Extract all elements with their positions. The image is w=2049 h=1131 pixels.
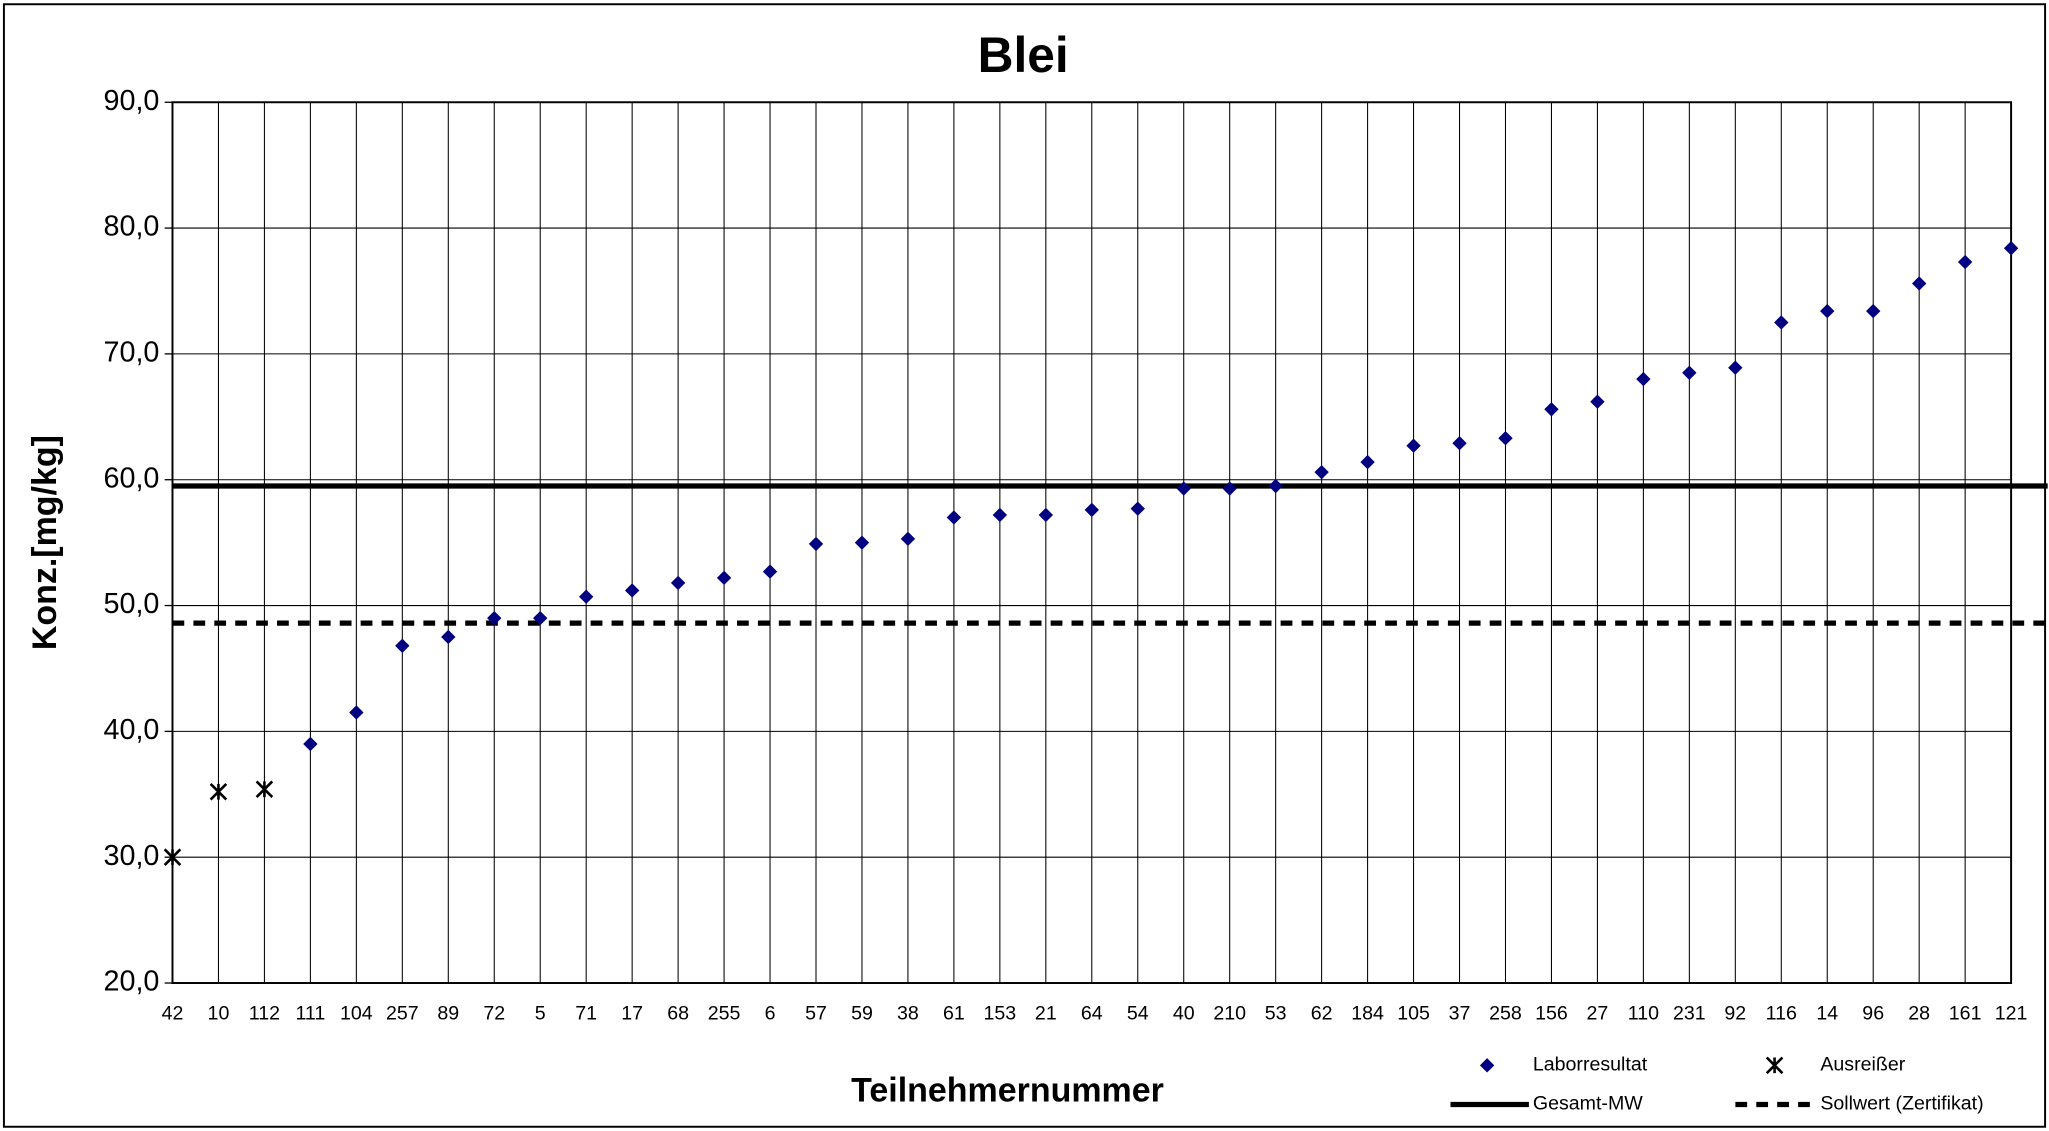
y-tick-label: 60,0 <box>103 462 159 494</box>
point <box>1728 360 1743 375</box>
point <box>1498 431 1513 446</box>
x-tick-label: 210 <box>1213 1003 1246 1025</box>
x-tick-label: 57 <box>805 1003 827 1025</box>
x-tick-label: 231 <box>1673 1003 1706 1025</box>
point <box>854 535 870 550</box>
x-tick-label: 72 <box>483 1003 505 1025</box>
point <box>1084 502 1099 518</box>
point <box>1222 481 1237 496</box>
point <box>1774 315 1789 330</box>
x-tick-label: 161 <box>1949 1003 1982 1025</box>
x-tick-label: 255 <box>708 1003 741 1025</box>
point <box>1682 365 1697 380</box>
y-tick-label: 30,0 <box>103 840 159 872</box>
x-tick-label: 10 <box>208 1003 230 1025</box>
x-tick-label: 40 <box>1173 1003 1195 1025</box>
x-axis-label: Teilnehmernummer <box>851 1072 1164 1110</box>
point <box>808 536 824 552</box>
point <box>1268 478 1283 494</box>
x-tick-label: 96 <box>1862 1003 1884 1025</box>
point <box>1406 438 1421 453</box>
point <box>1820 303 1835 319</box>
x-tick-label: 28 <box>1908 1003 1930 1025</box>
point <box>1866 303 1881 319</box>
point <box>1176 481 1191 496</box>
point <box>487 610 502 626</box>
legend-marker <box>1479 1058 1495 1073</box>
point <box>992 507 1008 523</box>
x-tick-label: 112 <box>249 1003 280 1025</box>
legend-label: Sollwert (Zertifikat) <box>1820 1093 1983 1115</box>
legend-marker <box>1765 1056 1784 1075</box>
x-tick-label: 62 <box>1311 1003 1333 1025</box>
point <box>1452 436 1467 451</box>
x-tick-label: 54 <box>1127 1003 1149 1025</box>
point <box>1911 276 1927 291</box>
plot-area <box>171 101 2013 984</box>
chart-title: Blei <box>978 27 1069 83</box>
point <box>900 531 916 547</box>
y-axis-label: Konz.[mg/kg] <box>26 435 64 650</box>
x-tick-label: 110 <box>1628 1003 1659 1025</box>
x-tick-label: 104 <box>340 1003 373 1025</box>
legend-label: Laborresultat <box>1533 1054 1648 1076</box>
point <box>670 575 686 591</box>
y-tick-label: 20,0 <box>103 966 159 998</box>
point <box>2003 241 2019 256</box>
x-tick-label: 156 <box>1535 1003 1568 1025</box>
chart-border <box>2 3 2047 1128</box>
point <box>1636 371 1651 387</box>
x-tick-label: 121 <box>1995 1003 2028 1025</box>
x-tick-label: 59 <box>851 1003 873 1025</box>
point <box>1544 402 1559 417</box>
point <box>349 705 364 720</box>
legend-label: Ausreißer <box>1820 1054 1905 1076</box>
point <box>533 610 548 626</box>
point <box>1957 254 1973 270</box>
x-tick-label: 61 <box>943 1003 965 1025</box>
point <box>578 589 594 604</box>
point <box>1314 464 1329 480</box>
x-tick-label: 89 <box>437 1003 459 1025</box>
x-tick-label: 21 <box>1035 1003 1057 1025</box>
point <box>1130 501 1145 516</box>
x-tick-label: 42 <box>162 1003 184 1025</box>
x-tick-label: 71 <box>575 1003 597 1025</box>
x-tick-label: 105 <box>1397 1003 1430 1025</box>
y-tick-label: 90,0 <box>103 85 159 117</box>
x-tick-label: 258 <box>1489 1003 1522 1025</box>
x-tick-label: 38 <box>897 1003 919 1025</box>
x-tick-label: 257 <box>386 1003 419 1025</box>
point <box>1360 454 1375 470</box>
y-tick-label: 70,0 <box>103 336 159 368</box>
point <box>441 629 456 645</box>
x-tick-label: 6 <box>765 1003 776 1025</box>
x-tick-label: 184 <box>1351 1003 1384 1025</box>
x-tick-label: 64 <box>1081 1003 1103 1025</box>
x-tick-label: 17 <box>621 1003 643 1025</box>
x-tick-label: 92 <box>1724 1003 1746 1025</box>
x-tick-label: 116 <box>1766 1003 1797 1025</box>
legend-label: Gesamt-MW <box>1533 1093 1643 1115</box>
x-tick-label: 68 <box>667 1003 689 1025</box>
x-tick-label: 53 <box>1265 1003 1287 1025</box>
point <box>209 782 228 801</box>
y-tick-label: 40,0 <box>103 714 159 746</box>
x-tick-label: 37 <box>1449 1003 1471 1025</box>
y-tick-label: 50,0 <box>103 588 159 620</box>
x-tick-label: 27 <box>1587 1003 1609 1025</box>
point <box>1590 394 1605 409</box>
x-tick-label: 14 <box>1816 1003 1838 1025</box>
x-tick-label: 153 <box>984 1003 1017 1025</box>
x-tick-label: 5 <box>535 1003 546 1025</box>
y-tick-label: 80,0 <box>103 211 159 243</box>
point <box>255 780 274 799</box>
x-tick-label: 111 <box>295 1003 325 1025</box>
point <box>163 848 182 866</box>
point <box>303 736 318 752</box>
